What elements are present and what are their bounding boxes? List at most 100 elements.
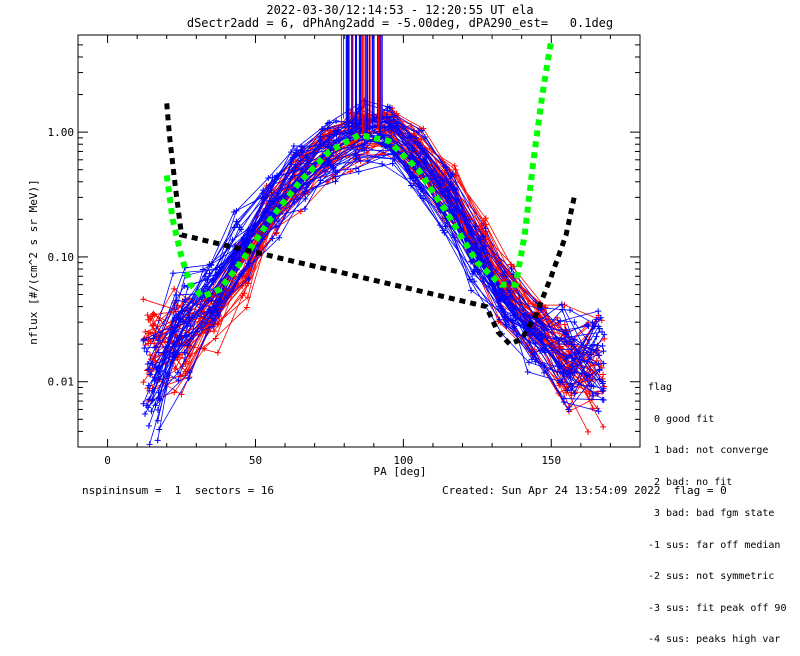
data-point [589, 405, 596, 412]
data-point [171, 285, 178, 292]
data-point [588, 382, 595, 389]
data-point [355, 168, 362, 175]
data-point [145, 330, 152, 337]
data-point [146, 396, 153, 403]
data-point [571, 319, 578, 326]
data-point [302, 188, 309, 195]
data-point [231, 208, 238, 215]
data-point [297, 157, 304, 164]
data-point [507, 261, 514, 268]
data-point [170, 270, 177, 277]
legend-entry: -3 sus: fit peak off 90 [648, 602, 787, 614]
data-point [507, 289, 514, 296]
data-point [407, 175, 414, 182]
data-point [596, 367, 603, 374]
data-point [182, 360, 189, 367]
data-point [556, 340, 563, 347]
legend-entry: 2 bad: no fit [648, 476, 733, 488]
data-point [209, 315, 216, 322]
data-point [181, 332, 188, 339]
data-point [565, 406, 572, 413]
legend-entry: -2 sus: not symmetric [648, 571, 775, 582]
x-axis-ticks: 0 50 100 150 [104, 35, 611, 467]
data-point [558, 301, 565, 308]
data-point [593, 347, 600, 354]
data-point [326, 119, 333, 126]
data-point [524, 368, 531, 375]
data-point [149, 362, 156, 369]
data-point [155, 395, 162, 402]
data-point [144, 367, 151, 374]
data-point [443, 175, 450, 182]
data-point [293, 147, 300, 154]
data-point [231, 224, 238, 231]
data-point [293, 152, 300, 159]
data-point [354, 143, 361, 150]
data-point [557, 318, 564, 325]
peak-spikes [340, 35, 383, 138]
data-point [595, 361, 602, 368]
data-point [150, 335, 157, 342]
data-point [496, 316, 503, 323]
data-point [571, 390, 578, 397]
data-point [212, 335, 219, 342]
data-point [599, 380, 606, 387]
data-point [269, 235, 276, 242]
pitch-angle-chart: 0 50 100 150 0.01 0.10 1.00 [48, 34, 641, 467]
data-point [467, 231, 474, 238]
plot-frame [77, 34, 641, 448]
green-fit-curve [163, 39, 555, 301]
data-point [145, 366, 152, 373]
data-point [594, 342, 601, 349]
data-point [566, 307, 573, 314]
data-point [208, 297, 215, 304]
data-point [379, 160, 386, 167]
data-point [265, 175, 272, 182]
chart-subtitle: dSectr2add = 6, dPhAng2add = -5.00deg, d… [186, 16, 614, 30]
data-point [140, 337, 147, 344]
data-point [333, 137, 340, 144]
legend-entry: 0 good fit [648, 413, 715, 425]
data-point [585, 323, 592, 330]
flag-legend: flag 0 good fit 1 bad: not converge 2 ba… [648, 362, 786, 656]
data-point [417, 151, 424, 158]
data-point [474, 269, 481, 276]
data-point [593, 316, 600, 323]
data-point [535, 317, 542, 324]
data-point [145, 422, 152, 429]
red-sweep-line [149, 148, 593, 413]
data-point [289, 173, 296, 180]
data-point [211, 328, 218, 335]
y-tick-label: 0.01 [48, 376, 75, 389]
data-point [142, 341, 149, 348]
black-fit-curve [164, 103, 578, 348]
data-point [508, 265, 515, 272]
x-tick-label: 150 [541, 454, 561, 467]
data-point [155, 349, 162, 356]
data-point [236, 224, 243, 231]
data-point [541, 349, 548, 356]
data-point [589, 392, 596, 399]
data-point [215, 269, 222, 276]
data-point [561, 321, 568, 328]
data-point [383, 113, 390, 120]
data-point [387, 124, 394, 131]
data-point [269, 174, 276, 181]
data-point [541, 362, 548, 369]
data-point [175, 377, 182, 384]
blue-series [140, 97, 608, 448]
chart-title: 2022-03-30/12:14:53 - 12:20:55 UT ela [266, 3, 534, 17]
data-point [589, 319, 596, 326]
data-point [446, 194, 453, 201]
data-point [567, 374, 574, 381]
data-point [595, 308, 602, 315]
data-point [352, 165, 359, 172]
data-point [568, 346, 575, 353]
data-point [467, 276, 474, 283]
data-point [559, 379, 566, 386]
data-point [173, 312, 180, 319]
data-point [240, 267, 247, 274]
data-point [245, 275, 252, 282]
data-point [502, 317, 509, 324]
data-point [140, 336, 147, 343]
